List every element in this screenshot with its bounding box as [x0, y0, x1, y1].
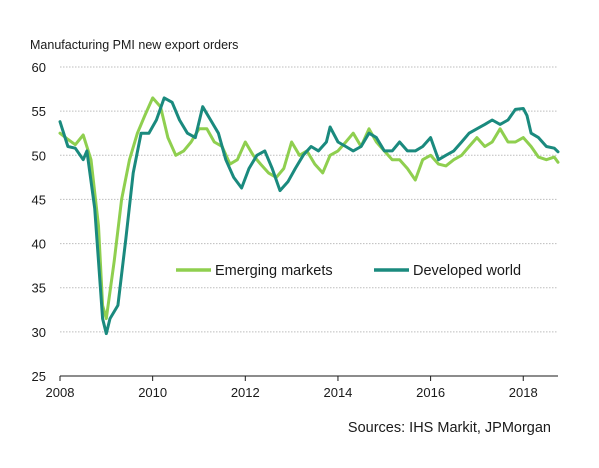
- legend-label-emerging-markets: Emerging markets: [215, 263, 333, 279]
- y-tick-label: 30: [32, 325, 46, 340]
- y-tick-label: 35: [32, 281, 46, 296]
- series-line-developed-world: [58, 96, 560, 336]
- horizontal-gridlines: [60, 66, 558, 333]
- x-tick-label: 2018: [509, 385, 538, 400]
- y-tick-label: 50: [32, 148, 46, 163]
- x-tick-label: 2012: [231, 385, 260, 400]
- legend: Emerging markets Developed world: [176, 263, 521, 279]
- y-tick-label: 60: [32, 60, 46, 75]
- x-axis-ticks: 2008 2010 2012 2014 2016 2018: [46, 376, 538, 400]
- y-axis-ticks: 25 30 35 40 45 50 55 60: [32, 60, 46, 384]
- x-tick-label: 2010: [138, 385, 167, 400]
- y-tick-label: 40: [32, 237, 46, 252]
- y-tick-label: 25: [32, 369, 46, 384]
- y-tick-label: 55: [32, 104, 46, 119]
- x-tick-label: 2008: [46, 385, 75, 400]
- x-tick-label: 2014: [323, 385, 352, 400]
- series-lines: [58, 96, 560, 336]
- legend-label-developed-world: Developed world: [413, 263, 521, 279]
- y-tick-label: 45: [32, 192, 46, 207]
- series-line-emerging-markets: [58, 96, 560, 321]
- source-note: Sources: IHS Markit, JPMorgan: [348, 420, 551, 436]
- chart-title: Manufacturing PMI new export orders: [30, 38, 238, 52]
- x-tick-label: 2016: [416, 385, 445, 400]
